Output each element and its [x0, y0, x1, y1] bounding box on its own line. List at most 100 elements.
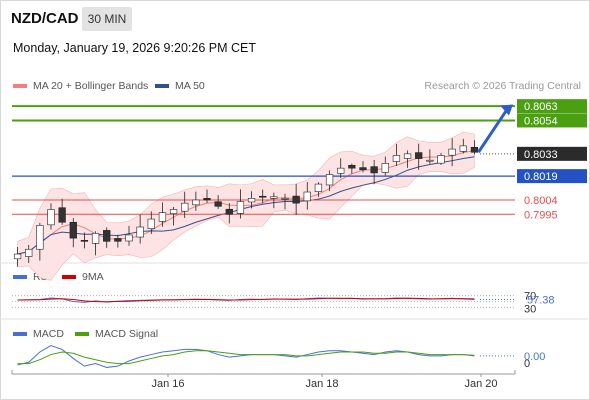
timeframe-badge[interactable]: 30 MIN: [82, 7, 132, 31]
candle-body: [359, 167, 367, 171]
candle: [370, 159, 378, 185]
candle-body: [192, 199, 200, 206]
candle: [403, 150, 412, 168]
candle-body: [281, 198, 289, 200]
candle: [69, 218, 77, 248]
ma50-legend-label: MA 50: [175, 80, 205, 92]
legend-macd-signal: MACD Signal: [75, 328, 158, 340]
candle-body: [348, 164, 356, 169]
ma20-legend-label: MA 20 + Bollinger Bands: [33, 80, 149, 92]
candle: [36, 222, 44, 261]
x-tick-label: Jan 20: [464, 378, 497, 390]
candle: [359, 161, 367, 173]
candle: [415, 143, 423, 170]
candle: [125, 225, 133, 246]
rsi-ma-swatch: [62, 275, 76, 279]
macd-signal-legend-label: MACD Signal: [95, 328, 159, 340]
candle: [47, 203, 55, 230]
candle: [225, 203, 233, 224]
candle-body: [437, 155, 445, 164]
candle: [91, 231, 100, 256]
rsi-ma-legend-label: 9MA: [82, 271, 104, 283]
last-price-box: [517, 146, 587, 161]
x-tick-label: Jan 18: [305, 378, 338, 390]
candle: [303, 182, 311, 210]
candle-body: [136, 226, 144, 238]
macd-line: [17, 345, 475, 368]
macd-swatch: [13, 332, 27, 336]
resistance-label: 0.8054: [524, 115, 558, 127]
resistance-label: 0.8063: [524, 101, 558, 113]
candle-body: [13, 253, 22, 260]
candle-body: [337, 167, 345, 174]
candle-body: [103, 230, 111, 242]
candle: [259, 189, 267, 204]
candle-body: [415, 152, 423, 159]
candle-body: [392, 155, 401, 162]
candle-body: [459, 145, 467, 152]
symbol-title: NZD/CAD: [11, 10, 79, 27]
candle-body: [80, 240, 89, 242]
candle: [80, 232, 89, 249]
candle-body: [381, 163, 389, 173]
candle: [203, 189, 211, 204]
candle-body: [225, 208, 233, 215]
candle-body: [270, 196, 278, 199]
candle: [13, 246, 22, 267]
legend-rsi-ma: 9MA: [62, 271, 104, 283]
candle: [325, 170, 334, 191]
candle-body: [448, 148, 456, 156]
candle-body: [125, 234, 133, 242]
candle-body: [470, 146, 479, 153]
candle: [114, 234, 122, 248]
candle: [169, 207, 178, 226]
forecast-arrowhead: [500, 104, 513, 116]
candle-body: [292, 195, 300, 204]
candle-body: [91, 233, 100, 244]
chart-datetime: Monday, January 19, 2026 9:20:26 PM CET: [13, 41, 256, 55]
rsi-tick-label: 70: [524, 291, 536, 303]
candle: [314, 182, 323, 197]
last-price-label: 0.8033: [524, 149, 558, 161]
legend-ma50: MA 50: [155, 80, 205, 92]
candle: [270, 192, 278, 209]
candle: [437, 152, 445, 165]
forecast-arrow: [477, 108, 509, 154]
candle-body: [403, 153, 412, 159]
rsi-last-label: 57.38: [527, 294, 555, 306]
candle-body: [25, 248, 33, 257]
ma20-swatch: [13, 84, 27, 88]
candle-body: [236, 201, 245, 214]
candle-body: [426, 159, 434, 162]
candle-body: [158, 212, 167, 222]
candle: [459, 138, 467, 154]
candle-body: [259, 195, 267, 198]
ma50-swatch: [155, 84, 169, 88]
rsi-ma-line: [17, 297, 475, 303]
candle: [337, 158, 345, 178]
candle: [448, 138, 456, 167]
rsi-tick-label: 30: [524, 303, 536, 315]
candle-body: [203, 198, 211, 201]
candle-body: [303, 191, 311, 202]
macd-last-label: 0.00: [524, 351, 545, 363]
support-label: 0.8004: [524, 195, 558, 207]
rsi-swatch: [13, 275, 27, 279]
candle: [147, 211, 155, 234]
pivot-label-box: [517, 169, 587, 184]
candle: [348, 163, 356, 174]
candle: [181, 191, 189, 219]
resistance-label-box: [517, 113, 587, 128]
candle: [25, 244, 33, 264]
candle-body: [181, 202, 189, 212]
candle-body: [58, 207, 66, 223]
macd-zero-label: 0: [524, 358, 530, 370]
candle-body: [36, 225, 44, 250]
x-tick-label: Jan 16: [151, 378, 184, 390]
candle-body: [314, 183, 323, 192]
candle: [103, 227, 111, 248]
candle-body: [247, 198, 256, 203]
legend-macd: MACD: [13, 328, 64, 340]
candle-body: [325, 174, 334, 186]
